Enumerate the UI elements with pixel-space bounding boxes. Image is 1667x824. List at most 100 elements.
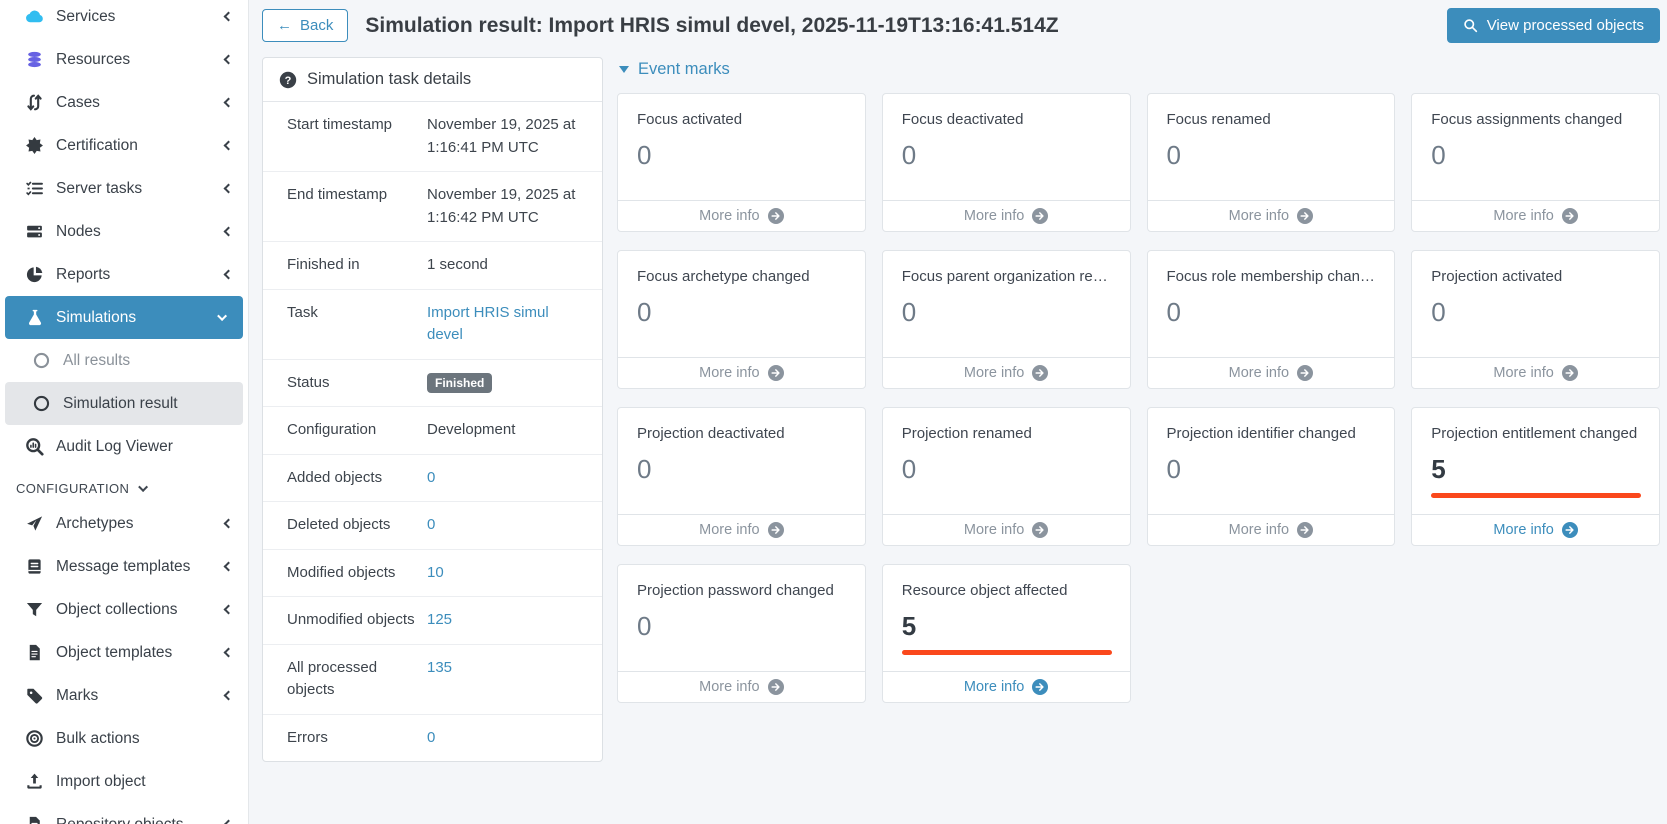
panel-header: ? Simulation task details [263,58,602,102]
card-title: Focus role membership chan… [1166,268,1375,285]
details-value-link[interactable]: 125 [427,611,453,628]
more-info-label: More info [963,679,1025,695]
event-marks-toggle[interactable]: Event marks [619,60,1660,79]
event-mark-card-projection-password-changed: Projection password changed 0 More info [617,564,866,703]
card-body: Projection renamed 0 [883,408,1130,514]
sidebar-item-resources[interactable]: Resources [0,38,248,81]
more-info-link[interactable]: More info [882,514,1130,545]
sidebar-item-simulation-result[interactable]: Simulation result [5,382,243,425]
details-row-start-timestamp: Start timestamp November 19, 2025 at 1:16… [263,102,602,172]
sidebar-item-import-object[interactable]: Import object [0,760,248,803]
sidebar-item-label: Simulation result [63,394,178,412]
certificate-icon [23,136,45,155]
card-title: Projection activated [1431,268,1563,285]
question-circle-icon: ? [279,71,297,89]
more-info-link[interactable]: More info [1412,200,1659,231]
card-title: Projection entitlement changed [1431,425,1638,442]
sidebar-item-server-tasks[interactable]: Server tasks [0,167,248,210]
sidebar-item-reports[interactable]: Reports [0,253,248,296]
sidebar-item-marks[interactable]: Marks [0,674,248,717]
details-label: Start timestamp [287,116,393,133]
sidebar-item-repository-objects[interactable]: Repository objects [0,803,248,824]
card-body: Projection deactivated 0 [618,408,865,514]
back-button[interactable]: ← Back [262,9,349,42]
details-value: 10 [427,562,588,585]
caret-down-icon [619,66,629,73]
chevron-left-icon [223,604,234,615]
sidebar-item-audit-log-viewer[interactable]: Audit Log Viewer [0,425,248,468]
more-info-label: More info [699,679,760,695]
chevron-left-icon [223,140,234,151]
sidebar-item-archetypes[interactable]: Archetypes [0,502,248,545]
details-label: Errors [287,728,328,746]
sidebar-item-certification[interactable]: Certification [0,124,248,167]
more-info-link[interactable]: More info [1147,357,1395,388]
more-info-link[interactable]: More info [618,514,865,545]
details-value-link[interactable]: 0 [427,468,436,486]
card-title: Focus activated [637,111,743,128]
more-info-link[interactable]: More info [618,671,865,702]
more-info-link[interactable]: More info [882,671,1130,702]
chevron-left-icon [223,226,234,237]
arrow-circle-right-icon [1032,679,1049,695]
details-label: Unmodified objects [287,611,415,628]
card-title: Focus renamed [1166,111,1271,128]
card-body: Focus parent organization ref… 0 [883,251,1130,357]
arrow-circle-right-icon [767,208,784,224]
chevron-left-icon [223,11,234,22]
details-label: End timestamp [287,186,388,203]
details-value-link[interactable]: Import HRIS simul devel [427,303,549,344]
card-title: Focus assignments changed [1431,111,1623,128]
sidebar-item-label: Import object [56,772,146,790]
sidebar-item-all-results[interactable]: All results [0,339,248,382]
simulation-task-details-panel: ? Simulation task details Start timestam… [262,57,603,762]
sidebar-item-label: Certification [56,136,138,154]
more-info-link[interactable]: More info [1412,357,1659,388]
arrow-circle-right-icon [1297,522,1314,538]
more-info-link[interactable]: More info [1147,200,1395,231]
arrow-circle-right-icon [1032,522,1049,538]
details-value: 135 [427,657,588,702]
details-value-link[interactable]: 135 [427,658,453,676]
sidebar-item-bulk-actions[interactable]: Bulk actions [0,717,248,760]
event-marks-title: Event marks [638,60,730,78]
more-info-link[interactable]: More info [618,200,865,231]
sidebar-item-label: Services [56,7,116,25]
more-info-link[interactable]: More info [618,357,865,388]
sidebar-item-object-collections[interactable]: Object collections [0,588,248,631]
sidebar-item-simulations[interactable]: Simulations [5,296,243,339]
sidebar-item-nodes[interactable]: Nodes [0,210,248,253]
more-info-label: More info [1493,365,1554,381]
arrow-left-icon: ← [277,17,292,34]
sidebar-item-cases[interactable]: Cases [0,81,248,124]
card-value: 0 [901,140,917,170]
more-info-link[interactable]: More info [882,200,1130,231]
card-value: 5 [1431,454,1446,484]
more-info-link[interactable]: More info [1147,514,1395,545]
chevron-left-icon [223,183,234,194]
details-value-link[interactable]: 10 [427,563,444,581]
main-content: ← Back Simulation result: Import HRIS si… [249,0,1667,824]
sidebar-item-label: Bulk actions [56,729,140,747]
sidebar-item-label: Reports [56,265,111,283]
upload-icon [23,772,45,791]
sidebar-item-message-templates[interactable]: Message templates [0,545,248,588]
view-processed-objects-button[interactable]: View processed objects [1446,8,1660,43]
details-row-finished-in: Finished in 1 second [263,242,602,290]
card-title: Resource object affected [901,582,1068,599]
card-body: Focus deactivated 0 [883,94,1130,200]
sidebar-item-object-templates[interactable]: Object templates [0,631,248,674]
more-info-label: More info [1228,522,1290,538]
book-icon [23,557,45,576]
more-info-link[interactable]: More info [1412,514,1659,545]
details-value-link[interactable]: 0 [427,516,436,533]
sidebar-section-configuration[interactable]: CONFIGURATION [0,468,248,502]
sidebar-item-services[interactable]: Services [0,0,248,38]
chevron-left-icon [223,54,234,65]
details-value: 0 [427,727,588,750]
more-info-link[interactable]: More info [882,357,1130,388]
card-body: Projection activated 0 [1412,251,1659,357]
more-info-label: More info [699,208,760,224]
details-value-link[interactable]: 0 [427,728,436,746]
more-info-label: More info [963,365,1025,381]
